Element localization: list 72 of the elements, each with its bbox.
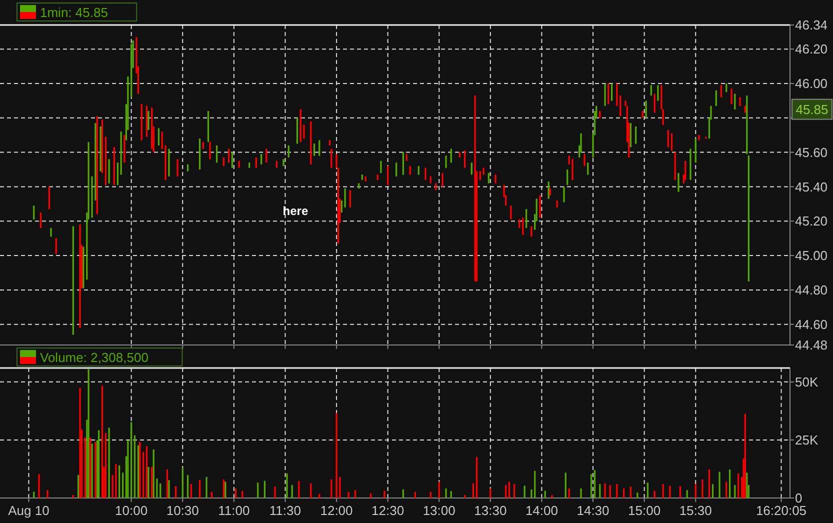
candlestick bbox=[318, 140, 320, 156]
candlestick bbox=[336, 154, 338, 168]
candlestick bbox=[330, 148, 332, 168]
candlestick bbox=[730, 88, 732, 105]
candlestick bbox=[604, 82, 606, 106]
x-tick-label: 12:30 bbox=[372, 503, 404, 518]
x-tick-label: 13:00 bbox=[422, 503, 456, 518]
x-tick-label: 11:30 bbox=[269, 503, 302, 518]
candlestick bbox=[40, 212, 42, 229]
candlestick bbox=[55, 238, 57, 254]
candlestick bbox=[48, 186, 50, 210]
candlestick bbox=[33, 205, 35, 220]
candlestick bbox=[678, 172, 680, 192]
y-tick-label: 45.40 bbox=[795, 179, 828, 194]
x-tick-label: 12:00 bbox=[320, 503, 353, 518]
candlestick bbox=[116, 162, 118, 186]
candlestick bbox=[396, 162, 398, 177]
y-tick-label: 44.48 bbox=[795, 338, 828, 353]
x-tick-label: 15:30 bbox=[679, 503, 712, 518]
candlestick bbox=[380, 160, 382, 174]
y-tick-label: 45.20 bbox=[795, 214, 828, 229]
candlestick bbox=[587, 162, 589, 176]
candlestick bbox=[313, 143, 316, 156]
annotation: 45.85 bbox=[796, 102, 828, 117]
candlestick bbox=[734, 93, 736, 110]
x-tick-label: Aug 10 bbox=[8, 503, 50, 518]
candlestick bbox=[620, 95, 622, 117]
candlestick bbox=[645, 100, 647, 118]
candlestick bbox=[634, 126, 637, 144]
candlestick bbox=[563, 186, 565, 203]
y-tick-label: 25K bbox=[795, 432, 818, 448]
candlestick bbox=[526, 208, 528, 229]
y-tick-label: 44.80 bbox=[795, 282, 828, 298]
x-tick-label: 10:30 bbox=[166, 503, 199, 518]
x-tick-label: 14:00 bbox=[525, 503, 558, 518]
y-tick-label: 46.20 bbox=[795, 42, 828, 57]
candlestick bbox=[566, 169, 568, 186]
candlestick bbox=[510, 205, 512, 220]
candlestick bbox=[148, 110, 150, 130]
y-tick-label: 45.60 bbox=[795, 144, 828, 160]
candlestick bbox=[657, 84, 659, 102]
candlestick bbox=[684, 160, 686, 180]
x-tick-label: 13:30 bbox=[474, 503, 507, 518]
candlestick bbox=[387, 166, 389, 186]
candlestick bbox=[715, 90, 717, 106]
x-tick-label: 11:00 bbox=[218, 503, 250, 518]
chart-title: 1min: 45.85 bbox=[40, 5, 108, 20]
candlestick bbox=[424, 167, 426, 180]
x-tick-label: 14:30 bbox=[576, 503, 610, 518]
x-tick-label: 10:00 bbox=[115, 503, 148, 518]
x-tick-label: 16:20:05 bbox=[756, 503, 807, 518]
candlestick bbox=[260, 154, 262, 165]
candlestick bbox=[470, 162, 472, 176]
candlestick bbox=[662, 108, 664, 126]
y-tick-label: 44.60 bbox=[795, 316, 828, 332]
y-tick-label: 45.00 bbox=[795, 248, 828, 264]
annotation: here bbox=[282, 204, 308, 218]
y-tick-label: 46.00 bbox=[795, 76, 828, 92]
candlestick bbox=[616, 82, 618, 106]
candlestick bbox=[231, 152, 233, 168]
y-tick-label: 46.34 bbox=[795, 18, 828, 33]
y-tick-label: 50K bbox=[795, 374, 818, 390]
candlestick bbox=[720, 84, 722, 98]
y-tick-label: 0 bbox=[795, 490, 802, 506]
candlestick bbox=[522, 217, 524, 236]
candlestick bbox=[288, 144, 290, 158]
candlestick bbox=[548, 181, 550, 200]
candlestick bbox=[158, 128, 160, 146]
chart-title: Volume: 2,308,500 bbox=[40, 350, 148, 365]
x-tick-label: 15:00 bbox=[628, 503, 661, 518]
candlestick bbox=[349, 190, 351, 208]
candlestick bbox=[464, 150, 466, 168]
